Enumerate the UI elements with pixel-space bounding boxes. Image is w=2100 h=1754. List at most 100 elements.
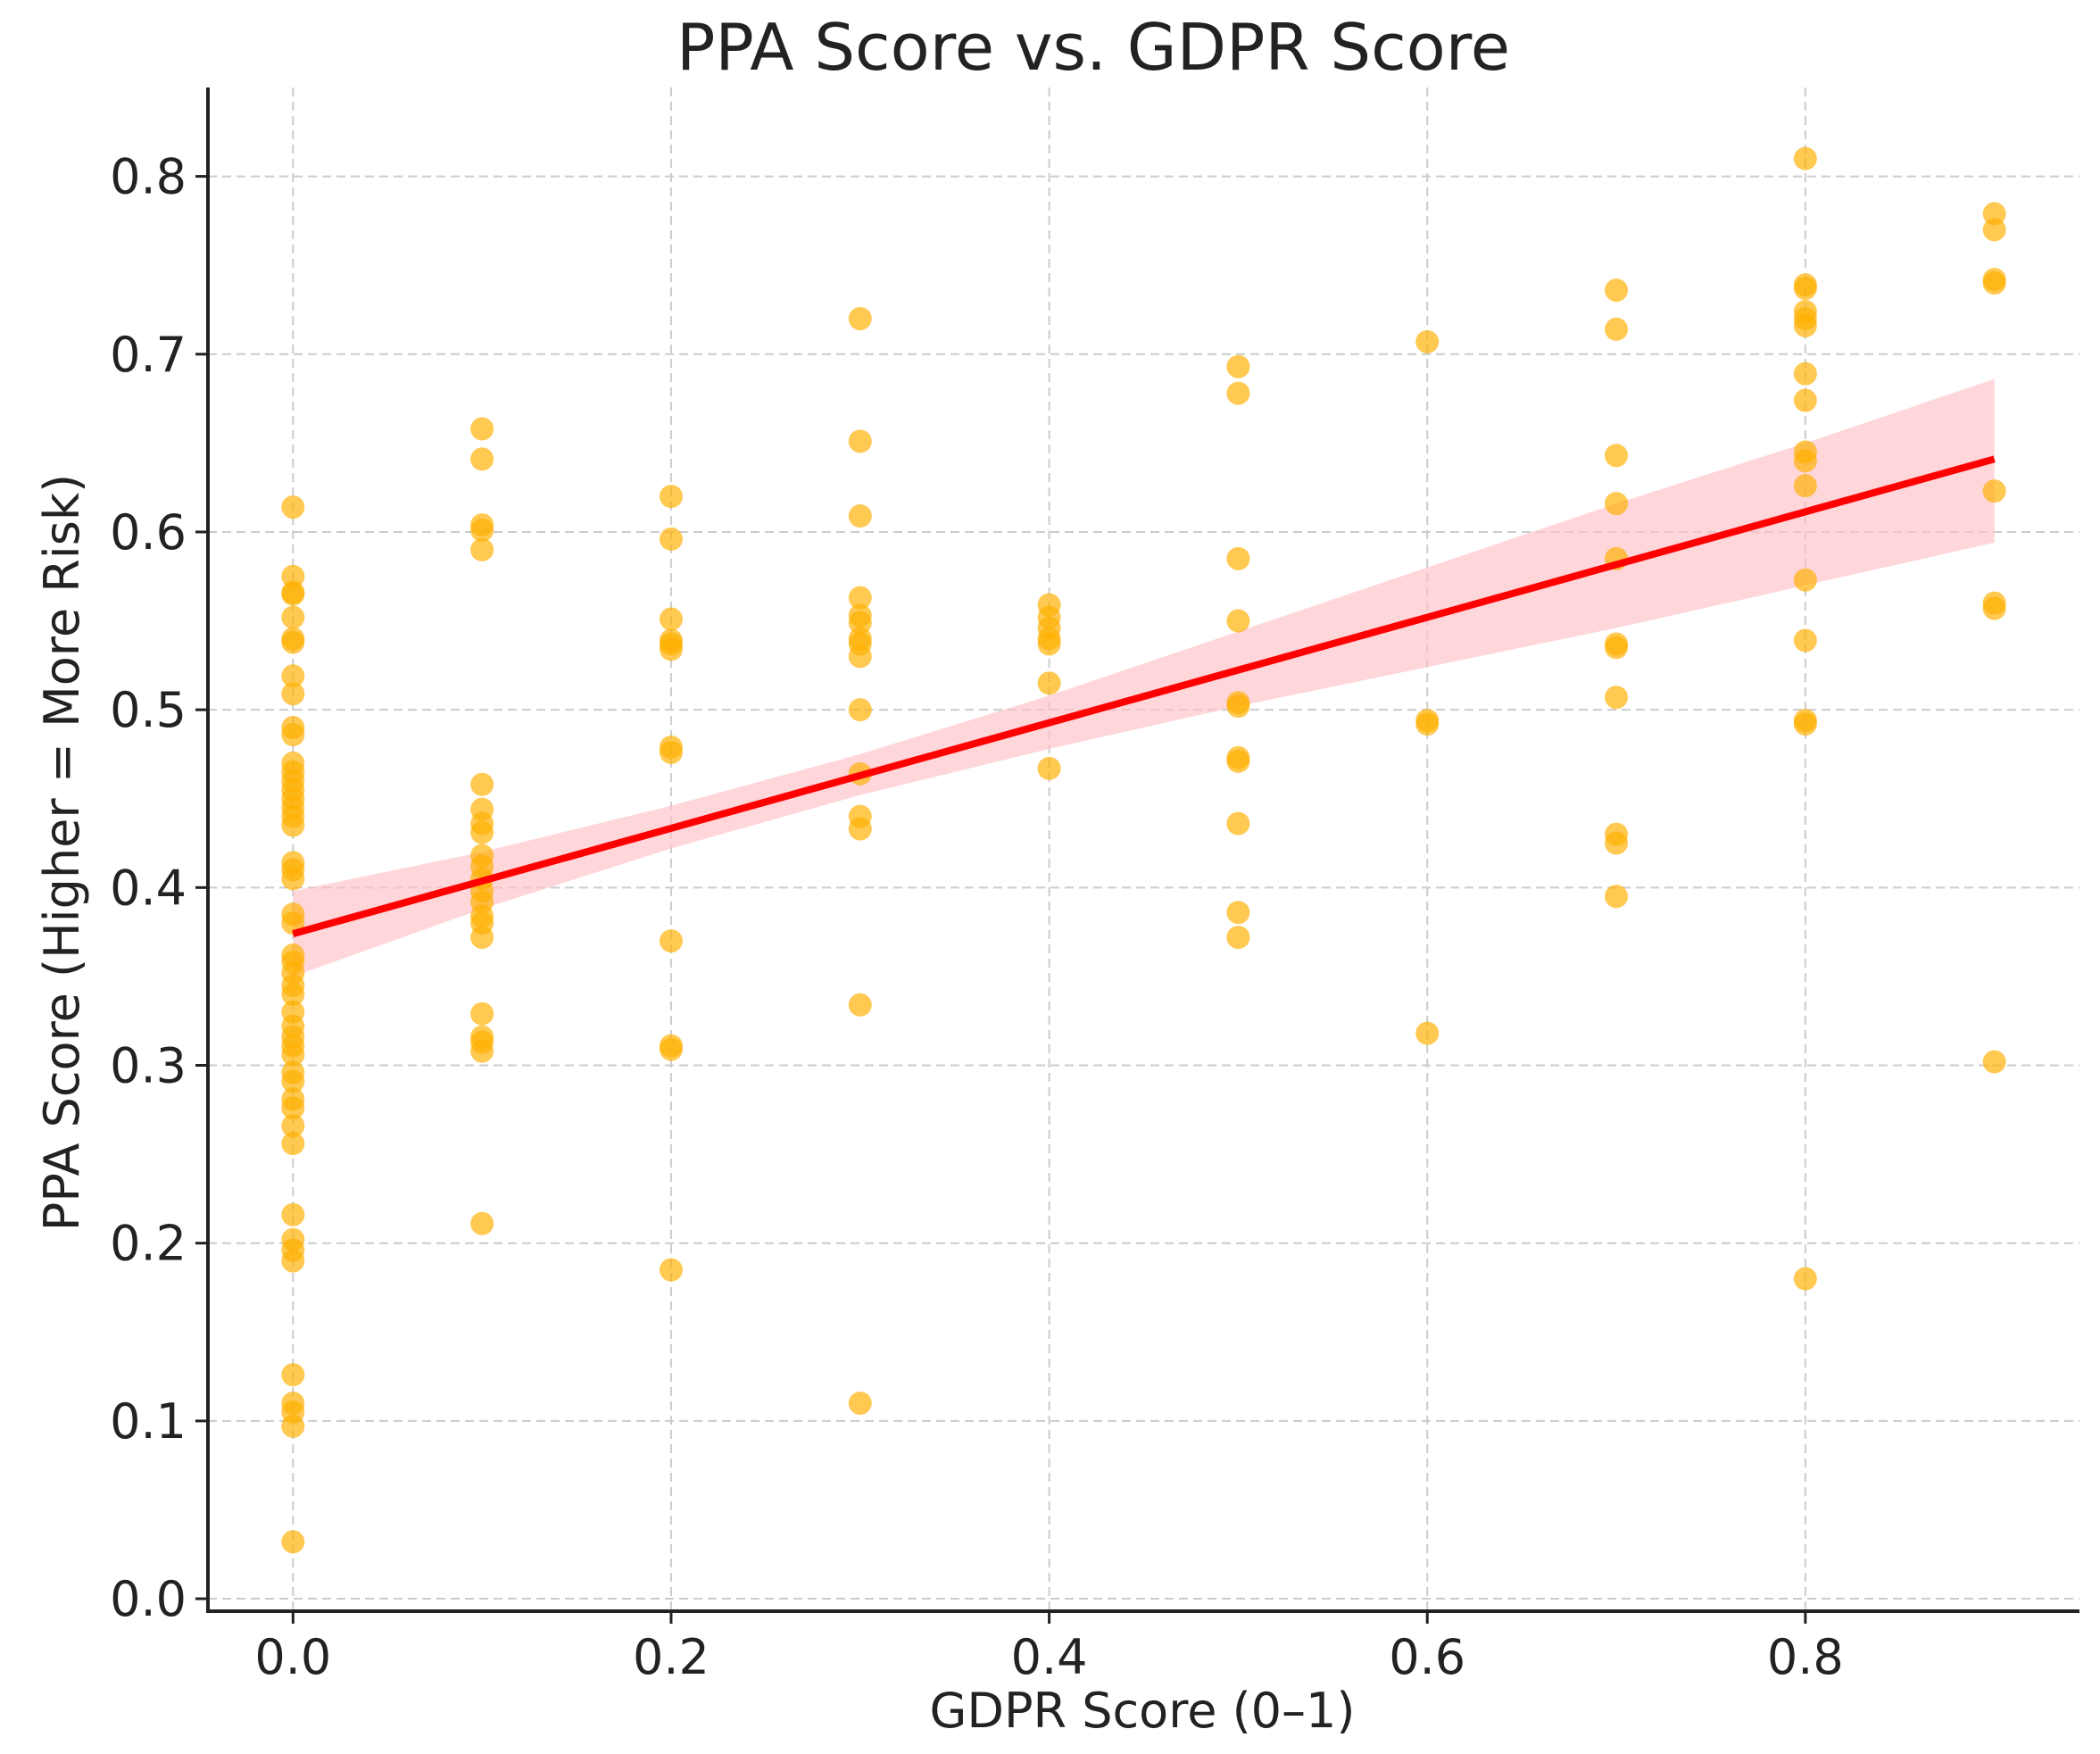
data-points (281, 146, 2006, 1554)
data-point (1226, 694, 1250, 719)
y-tick-label-3: 0.3 (110, 1038, 187, 1094)
data-point (1605, 885, 1629, 909)
data-point (848, 1391, 872, 1415)
data-point (281, 1043, 305, 1067)
data-point (1226, 901, 1250, 925)
data-point (1793, 277, 1817, 301)
x-tick-label-3: 0.6 (1389, 1629, 1465, 1685)
data-point (1982, 202, 2006, 226)
y-tick-label-6: 0.6 (110, 504, 187, 561)
data-point (1415, 712, 1440, 736)
data-point (848, 993, 872, 1017)
data-point (848, 306, 872, 330)
data-point (281, 1069, 305, 1093)
chart-title: PPA Score vs. GDPR Score (676, 10, 1510, 85)
data-point (659, 1037, 683, 1061)
data-point (1793, 712, 1817, 736)
y-tick-label-0: 0.0 (110, 1571, 187, 1627)
data-point (1037, 671, 1061, 695)
data-point (659, 527, 683, 551)
data-point (281, 723, 305, 747)
data-point (1226, 811, 1250, 835)
data-point (281, 630, 305, 654)
data-point (281, 1363, 305, 1387)
data-point (1793, 628, 1817, 653)
y-tick-label-5: 0.5 (110, 682, 187, 738)
data-point (470, 537, 494, 561)
data-point (281, 664, 305, 688)
y-tick-label-1: 0.1 (110, 1393, 187, 1450)
data-point (281, 1096, 305, 1120)
data-point (1415, 329, 1440, 353)
data-point (281, 813, 305, 837)
data-point (470, 772, 494, 796)
axes (206, 87, 2079, 1613)
confidence-band-group (293, 378, 1995, 977)
data-point (1982, 271, 2006, 295)
data-point (1037, 632, 1061, 656)
data-point (659, 740, 683, 764)
data-point (1793, 474, 1817, 498)
data-point (1415, 1021, 1440, 1045)
data-point (281, 605, 305, 629)
y-tick-label-7: 0.7 (110, 327, 187, 383)
data-point (470, 820, 494, 844)
data-point (470, 1002, 494, 1026)
data-point (1605, 444, 1629, 468)
data-point (848, 817, 872, 841)
data-point (659, 637, 683, 661)
data-point (1793, 568, 1817, 592)
tick-marks: 0.0 0.2 0.4 0.6 0.8 0.0 0.1 0.2 0.3 0.4 0.5 0.6 0.7 0… (110, 149, 1844, 1685)
data-point (1793, 388, 1817, 412)
data-point (1605, 317, 1629, 341)
x-axis-label: GDPR Score (0–1) (930, 1683, 1356, 1739)
data-point (281, 1202, 305, 1226)
data-point (848, 698, 872, 722)
data-point (659, 607, 683, 631)
data-point (1793, 1267, 1817, 1291)
data-point (659, 929, 683, 953)
data-point (659, 485, 683, 509)
data-point (848, 644, 872, 669)
x-tick-label-1: 0.2 (633, 1629, 710, 1685)
data-point (1982, 1050, 2006, 1074)
data-point (281, 1249, 305, 1273)
data-point (281, 1530, 305, 1554)
data-point (848, 429, 872, 453)
data-point (1605, 831, 1629, 855)
data-point (848, 611, 872, 635)
data-point (1982, 218, 2006, 242)
x-tick-label-2: 0.4 (1011, 1629, 1088, 1685)
data-point (1605, 278, 1629, 303)
data-point (470, 1039, 494, 1063)
data-point (281, 1132, 305, 1156)
data-point (1793, 146, 1817, 170)
data-point (1982, 479, 2006, 503)
data-point (470, 1211, 494, 1235)
data-point (1226, 354, 1250, 378)
y-tick-label-4: 0.4 (110, 860, 187, 916)
data-point (470, 518, 494, 542)
data-point (1982, 596, 2006, 620)
confidence-band (293, 378, 1995, 977)
data-point (1793, 313, 1817, 337)
y-tick-label-2: 0.2 (110, 1216, 187, 1272)
data-point (1226, 546, 1250, 570)
data-point (1605, 636, 1629, 660)
data-point (281, 495, 305, 520)
data-point (281, 982, 305, 1006)
data-point (1793, 449, 1817, 473)
y-tick-label-8: 0.8 (110, 149, 187, 205)
data-point (1605, 492, 1629, 516)
data-point (470, 417, 494, 441)
data-point (848, 504, 872, 528)
data-point (659, 1258, 683, 1282)
data-point (1226, 609, 1250, 633)
data-point (848, 586, 872, 610)
x-tick-label-4: 0.8 (1767, 1629, 1844, 1685)
data-point (281, 682, 305, 706)
data-point (470, 926, 494, 950)
regression-line-group (292, 455, 1996, 937)
data-point (1226, 381, 1250, 405)
data-point (470, 447, 494, 471)
